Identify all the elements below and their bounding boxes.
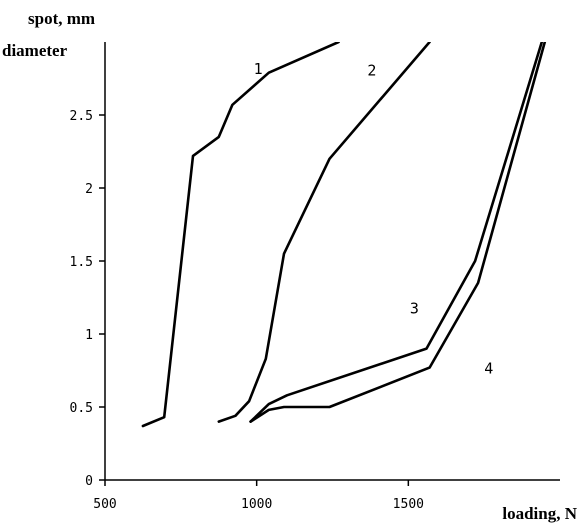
labels: spot, mm diameter loading, N 1 2 3 4 (2, 9, 578, 523)
series-line-3 (249, 42, 544, 423)
y-tick-label: 0.5 (70, 401, 93, 416)
y-tick-label: 2 (85, 182, 93, 197)
series-label-4: 4 (484, 359, 493, 377)
y-axis-title-line1: spot, mm (28, 9, 95, 28)
y-tick-label: 1 (85, 328, 93, 343)
x-axis-title: loading, N (502, 504, 577, 523)
x-tick-label: 1500 (393, 497, 424, 512)
series-line-4 (249, 42, 547, 423)
series-line-2 (217, 42, 431, 423)
x-tick-label: 500 (93, 497, 116, 512)
series-label-3: 3 (410, 300, 419, 318)
x-tick-label: 1000 (241, 497, 272, 512)
y-tick-label: 0 (85, 474, 93, 489)
series-label-2: 2 (367, 62, 376, 80)
y-tick-label: 1.5 (70, 255, 93, 270)
axes: 0 0.5 1 1.5 2 2.5 500 1000 1500 (70, 42, 560, 512)
series-lines (141, 42, 547, 428)
series-label-1: 1 (254, 60, 263, 78)
y-axis-title-line2: diameter (2, 41, 68, 60)
series-line-1 (141, 42, 340, 428)
y-tick-label: 2.5 (70, 109, 93, 124)
